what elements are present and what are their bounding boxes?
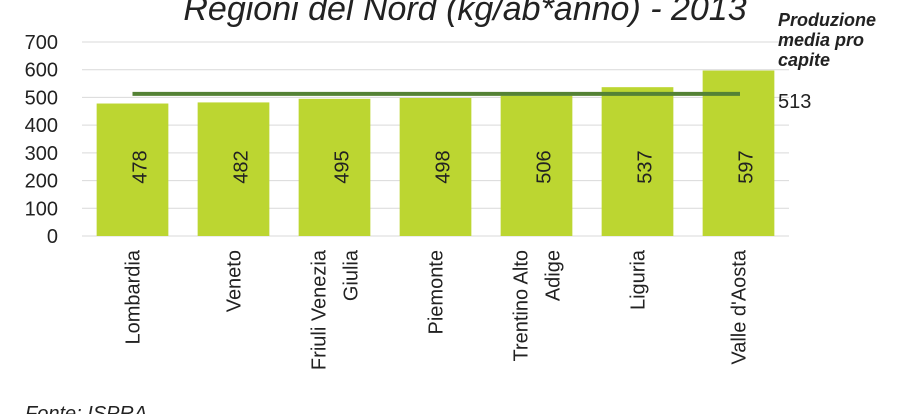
x-tick-label: Lombardia bbox=[123, 249, 145, 344]
value-label: 597 bbox=[736, 150, 758, 183]
reference-annotation-line: capite bbox=[778, 50, 830, 70]
x-tick-label-line: Adige bbox=[543, 250, 565, 301]
y-tick-label: 600 bbox=[25, 60, 58, 82]
x-tick-label: Veneto bbox=[224, 250, 246, 312]
bar bbox=[601, 87, 674, 236]
y-tick-label: 500 bbox=[25, 87, 58, 109]
y-tick-label: 300 bbox=[25, 143, 58, 165]
reference-annotation-line: Produzione bbox=[778, 10, 876, 30]
bar bbox=[500, 95, 573, 236]
reference-value: 513 bbox=[778, 91, 811, 113]
y-tick-label: 700 bbox=[25, 32, 58, 54]
bar bbox=[96, 103, 169, 236]
y-tick-label: 100 bbox=[25, 198, 58, 220]
bar bbox=[702, 70, 775, 236]
value-label: 482 bbox=[231, 150, 253, 183]
value-label: 537 bbox=[635, 150, 657, 183]
chart-title: Regioni del Nord (kg/ab*anno) - 2013 bbox=[183, 0, 746, 28]
x-tick-label: Trentino Alto Adige bbox=[511, 250, 565, 362]
bar bbox=[298, 98, 371, 236]
x-tick-label-line: Veneto bbox=[224, 250, 246, 312]
y-tick-label: 0 bbox=[47, 226, 58, 248]
x-tick-label: Valle d'Aosta bbox=[729, 249, 751, 365]
value-label: 478 bbox=[130, 150, 152, 183]
x-tick-label: Piemonte bbox=[426, 250, 448, 335]
bar bbox=[399, 97, 472, 237]
value-label: 506 bbox=[534, 150, 556, 183]
value-label: 495 bbox=[332, 150, 354, 183]
y-tick-label: 400 bbox=[25, 115, 58, 137]
x-tick-label: Liguria bbox=[628, 249, 650, 310]
x-tick-label-line: Liguria bbox=[628, 249, 650, 310]
bar bbox=[197, 102, 270, 236]
x-tick-label-line: Valle d'Aosta bbox=[729, 249, 751, 365]
x-tick-label-line: Giulia bbox=[341, 249, 363, 301]
reference-annotation: Produzione media pro capite bbox=[778, 10, 876, 70]
x-tick-label: Friuli Venezia Giulia bbox=[309, 249, 363, 370]
source-note: Fonte: ISPRA bbox=[25, 403, 147, 414]
x-tick-label-line: Trentino Alto bbox=[511, 250, 533, 362]
x-tick-label-line: Piemonte bbox=[426, 250, 448, 335]
value-label: 498 bbox=[433, 150, 455, 183]
y-tick-label: 200 bbox=[25, 171, 58, 193]
x-tick-label-line: Friuli Venezia bbox=[309, 249, 331, 370]
x-tick-label-line: Lombardia bbox=[123, 249, 145, 344]
reference-annotation-line: media pro bbox=[778, 30, 864, 50]
